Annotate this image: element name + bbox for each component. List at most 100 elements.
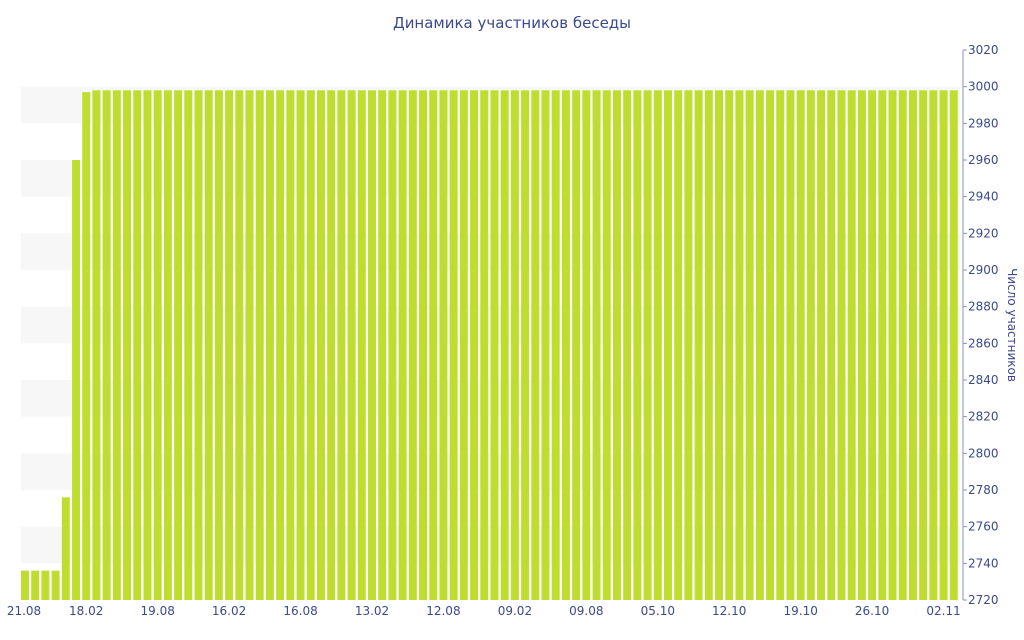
bar xyxy=(459,90,468,600)
bar xyxy=(21,570,29,600)
bar xyxy=(112,90,121,600)
bar xyxy=(347,90,356,600)
bar xyxy=(255,90,264,600)
bar xyxy=(72,160,80,600)
bar xyxy=(776,90,785,600)
y-tick-label: 2940 xyxy=(968,190,999,204)
bar xyxy=(449,90,458,600)
bar xyxy=(847,90,856,600)
bar xyxy=(694,90,703,600)
bar xyxy=(898,90,907,600)
bar xyxy=(612,90,621,600)
bar xyxy=(153,90,162,600)
bar xyxy=(735,90,744,600)
bar xyxy=(521,90,530,600)
y-axis-ticks: 2720 2740 2760 2780 2800 2820 2840 2860 2880 2900… xyxy=(963,43,999,607)
bar xyxy=(806,90,815,600)
bar xyxy=(102,90,111,600)
bar xyxy=(817,90,826,600)
bar xyxy=(61,497,70,600)
bar xyxy=(919,90,928,600)
bar xyxy=(337,90,346,600)
bar xyxy=(31,570,40,600)
bar xyxy=(786,90,795,600)
y-tick-label: 2720 xyxy=(968,593,999,607)
bar xyxy=(480,90,489,600)
bar xyxy=(214,90,223,600)
bar xyxy=(316,90,325,600)
bar xyxy=(296,90,305,600)
bar xyxy=(653,90,662,600)
y-tick-label: 3000 xyxy=(968,80,999,94)
y-tick-label: 2900 xyxy=(968,263,999,277)
bar xyxy=(225,90,234,600)
y-tick-label: 2760 xyxy=(968,520,999,534)
bar xyxy=(82,92,91,601)
bar xyxy=(51,570,60,600)
bar xyxy=(633,90,642,600)
bar xyxy=(888,90,897,600)
y-tick-label: 2800 xyxy=(968,446,999,460)
x-tick-label: 13.02 xyxy=(355,604,389,618)
bar xyxy=(725,90,734,600)
bar xyxy=(837,90,846,600)
x-axis-ticks: 21.08 18.02 19.08 16.02 16.08 13.02 12.08 09.02… xyxy=(7,604,961,618)
bar xyxy=(378,90,387,600)
x-tick-label: 12.08 xyxy=(426,604,460,618)
bar xyxy=(796,90,805,600)
bar xyxy=(643,90,652,600)
bar xyxy=(510,90,519,600)
bar xyxy=(531,90,540,600)
bar xyxy=(704,90,713,600)
bar xyxy=(41,570,50,600)
bar xyxy=(133,90,142,600)
y-tick-label: 2820 xyxy=(968,410,999,424)
x-tick-label: 16.02 xyxy=(212,604,246,618)
y-tick-label: 2780 xyxy=(968,483,999,497)
bar xyxy=(500,90,509,600)
bar xyxy=(929,90,938,600)
bar xyxy=(306,90,315,600)
bar xyxy=(745,90,754,600)
bar xyxy=(623,90,632,600)
y-axis-title: Число участников xyxy=(1005,268,1019,382)
bar xyxy=(582,90,591,600)
x-tick-label: 05.10 xyxy=(641,604,675,618)
y-tick-label: 2880 xyxy=(968,300,999,314)
x-tick-label: 18.02 xyxy=(69,604,103,618)
y-tick-label: 2860 xyxy=(968,336,999,350)
bar xyxy=(684,90,693,600)
x-tick-label: 26.10 xyxy=(855,604,889,618)
bar xyxy=(939,90,948,600)
bar xyxy=(388,90,397,600)
bar xyxy=(715,90,723,600)
y-tick-label: 3020 xyxy=(968,43,999,57)
bar xyxy=(235,90,244,600)
bar xyxy=(194,90,203,600)
x-tick-label: 02.11 xyxy=(926,604,960,618)
y-tick-label: 2920 xyxy=(968,226,999,240)
bar xyxy=(163,90,172,600)
bar xyxy=(664,90,672,600)
bar xyxy=(949,90,958,600)
x-tick-label: 19.08 xyxy=(141,604,175,618)
bar xyxy=(327,90,336,600)
bar xyxy=(572,90,581,600)
bar xyxy=(276,90,285,600)
x-tick-label: 16.08 xyxy=(283,604,317,618)
bar xyxy=(174,90,183,600)
bar xyxy=(368,90,376,600)
bar xyxy=(766,90,775,600)
x-tick-label: 19.10 xyxy=(784,604,818,618)
y-tick-label: 2960 xyxy=(968,153,999,167)
bar xyxy=(857,90,866,600)
bar xyxy=(357,90,366,600)
bar xyxy=(123,90,132,600)
bar xyxy=(398,90,407,600)
bar xyxy=(602,90,611,600)
bar xyxy=(286,90,295,600)
bar xyxy=(878,90,887,600)
bar xyxy=(561,90,570,600)
bar xyxy=(265,90,274,600)
